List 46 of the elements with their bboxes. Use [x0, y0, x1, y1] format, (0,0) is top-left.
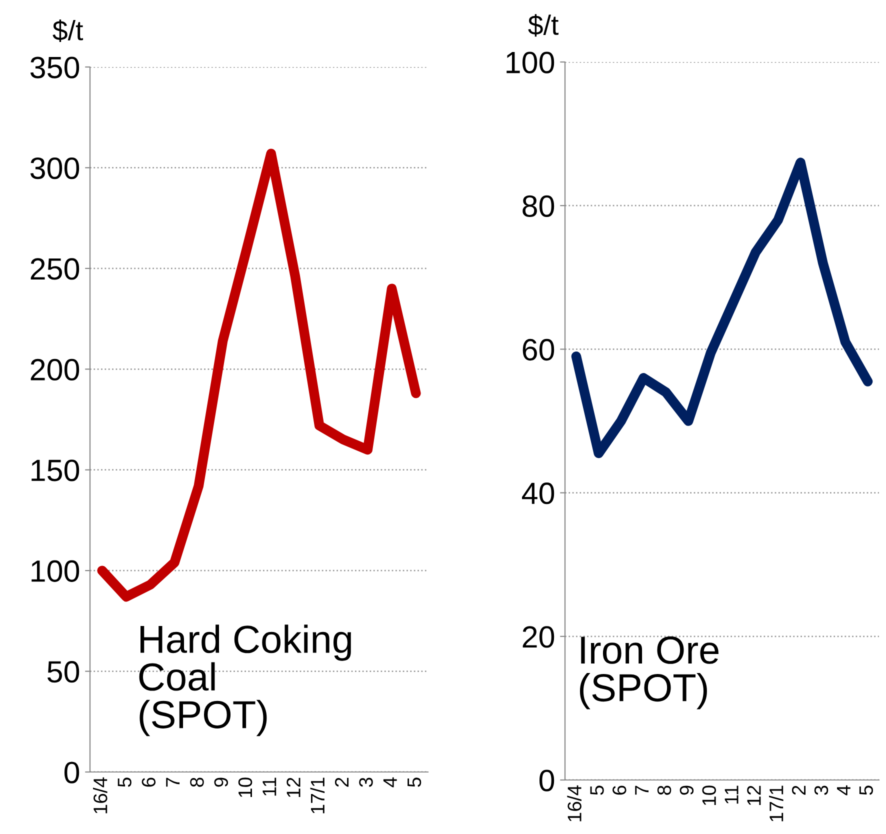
- annotation: Hard Coking Coal (SPOT): [139, 624, 351, 736]
- y-axis-title: $/t: [52, 20, 84, 42]
- y-tick-label: 20: [522, 626, 554, 648]
- y-tick-label: 350: [30, 56, 80, 78]
- x-tick-label: 4: [383, 777, 397, 788]
- x-tick-label: 3: [359, 778, 373, 787]
- y-tick-label: 100: [506, 52, 554, 74]
- y-tick-label: 60: [522, 338, 554, 361]
- x-tick-label: 11: [724, 786, 738, 804]
- y-tick-label: 0: [539, 770, 554, 792]
- x-tick-label: 5: [590, 786, 604, 795]
- y-tick-label: 300: [30, 157, 80, 180]
- x-tick-label: 4: [837, 785, 850, 796]
- x-tick-label: 10: [702, 786, 716, 806]
- x-tick-label: 8: [190, 778, 204, 787]
- x-tick-label: 17/1: [769, 786, 784, 822]
- x-tick-label: 6: [142, 778, 156, 787]
- y-tick-label: 200: [30, 358, 80, 381]
- y-tick-label: 40: [522, 482, 554, 504]
- x-tick-label: 5: [118, 778, 132, 787]
- y-tick-label: 100: [32, 560, 80, 582]
- x-tick-label: 7: [635, 786, 649, 795]
- x-tick-label: 12: [286, 778, 300, 798]
- y-tick-label: 0: [64, 762, 80, 784]
- y-tick-label: 50: [48, 661, 80, 683]
- x-tick-label: 17/1: [310, 778, 325, 814]
- x-tick-label: 7: [166, 778, 180, 787]
- x-tick-label: 9: [214, 778, 228, 787]
- y-tick-label: 150: [32, 460, 80, 482]
- x-tick-label: 16/4: [93, 777, 108, 814]
- x-tick-label: 2: [334, 778, 349, 787]
- y-tick-label: 250: [30, 258, 80, 280]
- x-tick-label: 12: [747, 786, 761, 806]
- x-tick-label: 5: [408, 778, 422, 787]
- y-axis-title: $/t: [528, 14, 559, 37]
- x-tick-label: 2: [792, 786, 806, 795]
- x-tick-label: 11: [262, 778, 276, 796]
- x-tick-label: 6: [612, 786, 626, 795]
- x-tick-label: 3: [814, 786, 828, 795]
- x-tick-label: 10: [238, 778, 252, 798]
- x-tick-label: 16/4: [567, 785, 582, 822]
- x-tick-label: 8: [657, 786, 672, 795]
- y-tick-label: 80: [522, 195, 554, 217]
- annotation: Iron Ore (SPOT): [580, 636, 718, 710]
- x-tick-label: 5: [859, 786, 874, 795]
- x-tick-label: 9: [680, 786, 694, 795]
